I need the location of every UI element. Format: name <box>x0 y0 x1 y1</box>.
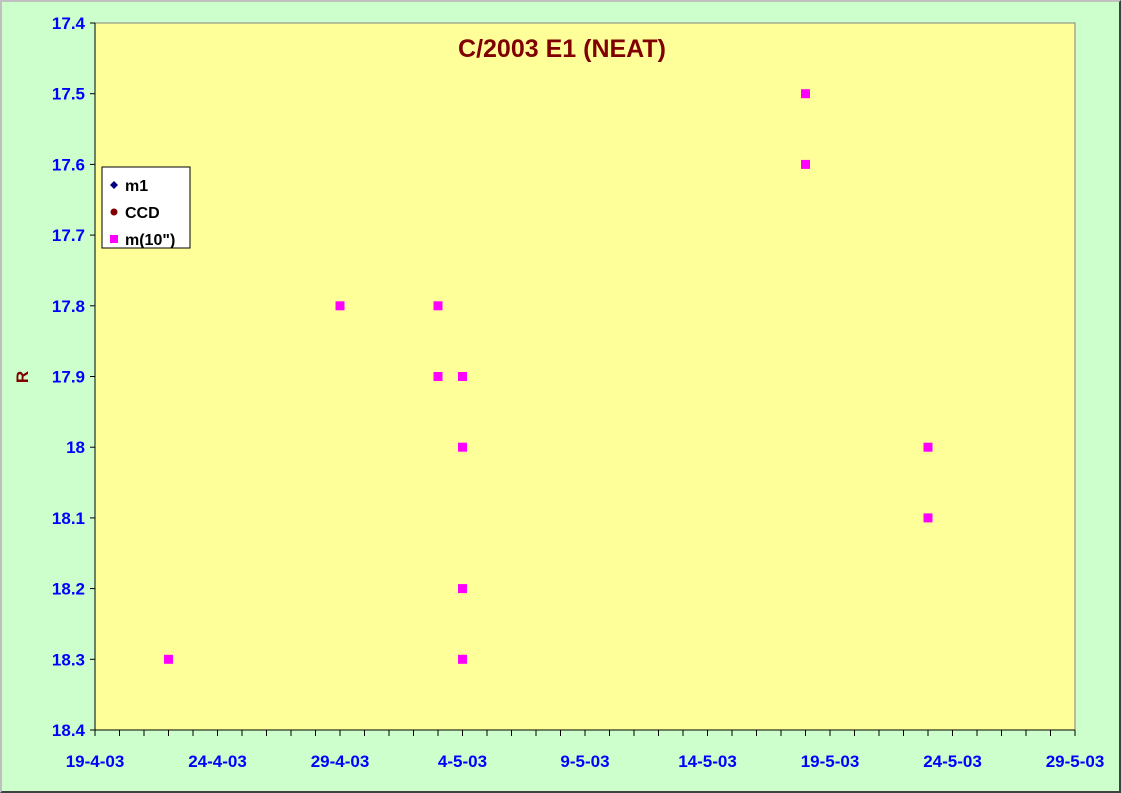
y-tick-label: 17.6 <box>52 155 85 174</box>
legend-marker-square <box>110 235 118 243</box>
y-tick-label: 17.9 <box>52 368 85 387</box>
data-point <box>433 301 443 311</box>
data-point <box>458 584 467 594</box>
data-point <box>433 372 443 381</box>
x-tick-label: 29-4-03 <box>311 752 370 771</box>
data-point <box>923 442 933 452</box>
x-tick-label: 9-5-03 <box>560 752 609 771</box>
x-tick-label: 19-4-03 <box>66 752 125 771</box>
data-point <box>801 159 810 169</box>
x-tick-label: 24-4-03 <box>188 752 247 771</box>
y-tick-label: 18.4 <box>52 721 86 740</box>
data-point <box>335 301 345 311</box>
x-tick-label: 29-5-03 <box>1046 752 1105 771</box>
legend-label: CCD <box>125 205 160 222</box>
legend: m1 CCD m(10") <box>101 166 191 249</box>
y-tick-label: 17.4 <box>52 14 86 33</box>
x-tick-label: 24-5-03 <box>923 752 982 771</box>
legend-marker-circle <box>110 208 118 216</box>
data-marks <box>164 89 933 664</box>
y-tick-label: 17.5 <box>52 85 85 104</box>
y-tick-label: 18.3 <box>52 650 85 669</box>
y-tick-label: 18 <box>66 438 85 457</box>
plot-area <box>94 22 1076 731</box>
x-tick-label: 19-5-03 <box>801 752 860 771</box>
x-tick-label: 4-5-03 <box>438 752 487 771</box>
y-tick-label: 18.1 <box>52 509 85 528</box>
y-tick-label: 17.7 <box>52 226 85 245</box>
y-tick-label: 18.2 <box>52 580 85 599</box>
data-point <box>164 654 173 664</box>
legend-marker-diamond <box>110 181 118 189</box>
data-point <box>923 513 933 523</box>
x-tick-label: 14-5-03 <box>678 752 737 771</box>
data-point <box>458 372 467 381</box>
axes: 17.4 17.5 17.6 17.7 17.8 17.9 18 18.1 18.2 18.3 18… <box>52 14 1104 771</box>
data-point <box>801 89 810 99</box>
chart-title: C/2003 E1 (NEAT) <box>458 35 666 63</box>
data-point <box>458 442 467 452</box>
y-tick-label: 17.8 <box>52 297 85 316</box>
data-point <box>458 654 467 664</box>
legend-label: m(10") <box>125 232 175 249</box>
legend-box <box>101 166 191 249</box>
y-axis-label: R <box>13 371 32 383</box>
legend-label: m1 <box>125 178 148 195</box>
